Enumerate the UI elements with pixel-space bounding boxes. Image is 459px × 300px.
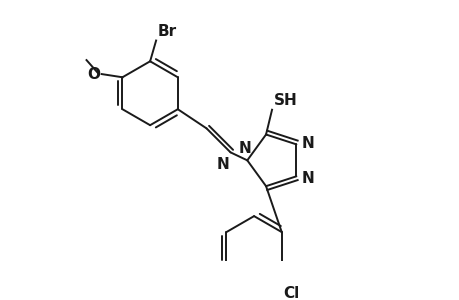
Text: Cl: Cl [283,286,299,300]
Text: N: N [302,171,314,186]
Text: N: N [238,140,251,155]
Text: O: O [87,67,100,82]
Text: N: N [302,136,314,151]
Text: SH: SH [274,93,297,108]
Text: Br: Br [158,23,177,38]
Text: N: N [217,157,229,172]
